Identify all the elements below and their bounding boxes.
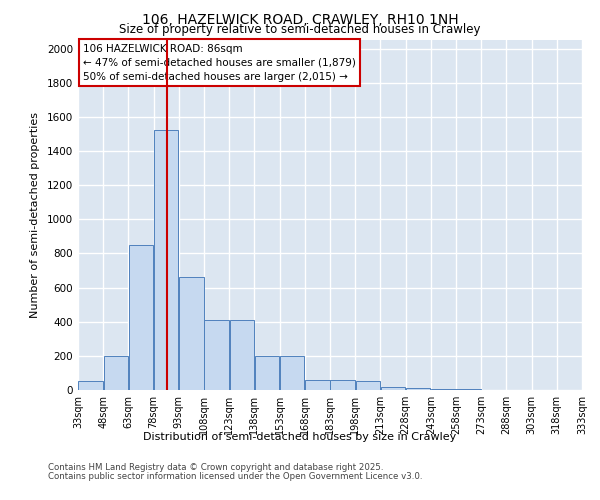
Text: Contains HM Land Registry data © Crown copyright and database right 2025.: Contains HM Land Registry data © Crown c…	[48, 464, 383, 472]
Bar	[431, 389, 455, 390]
Bar	[154, 130, 178, 390]
Bar	[305, 380, 329, 390]
Bar	[205, 320, 229, 390]
Bar	[331, 380, 355, 390]
Text: Size of property relative to semi-detached houses in Crawley: Size of property relative to semi-detach…	[119, 22, 481, 36]
Bar	[356, 380, 380, 390]
Bar	[280, 356, 304, 390]
Text: Contains public sector information licensed under the Open Government Licence v3: Contains public sector information licen…	[48, 472, 422, 481]
Bar	[79, 382, 103, 390]
Y-axis label: Number of semi-detached properties: Number of semi-detached properties	[30, 112, 40, 318]
Bar	[457, 389, 481, 390]
Text: 106, HAZELWICK ROAD, CRAWLEY, RH10 1NH: 106, HAZELWICK ROAD, CRAWLEY, RH10 1NH	[142, 12, 458, 26]
Bar	[381, 386, 405, 390]
Bar	[129, 245, 153, 390]
Bar	[179, 278, 203, 390]
Bar	[104, 356, 128, 390]
Text: 106 HAZELWICK ROAD: 86sqm
← 47% of semi-detached houses are smaller (1,879)
50% : 106 HAZELWICK ROAD: 86sqm ← 47% of semi-…	[83, 44, 356, 82]
Text: Distribution of semi-detached houses by size in Crawley: Distribution of semi-detached houses by …	[143, 432, 457, 442]
Bar	[406, 388, 430, 390]
Bar	[255, 356, 279, 390]
Bar	[230, 320, 254, 390]
